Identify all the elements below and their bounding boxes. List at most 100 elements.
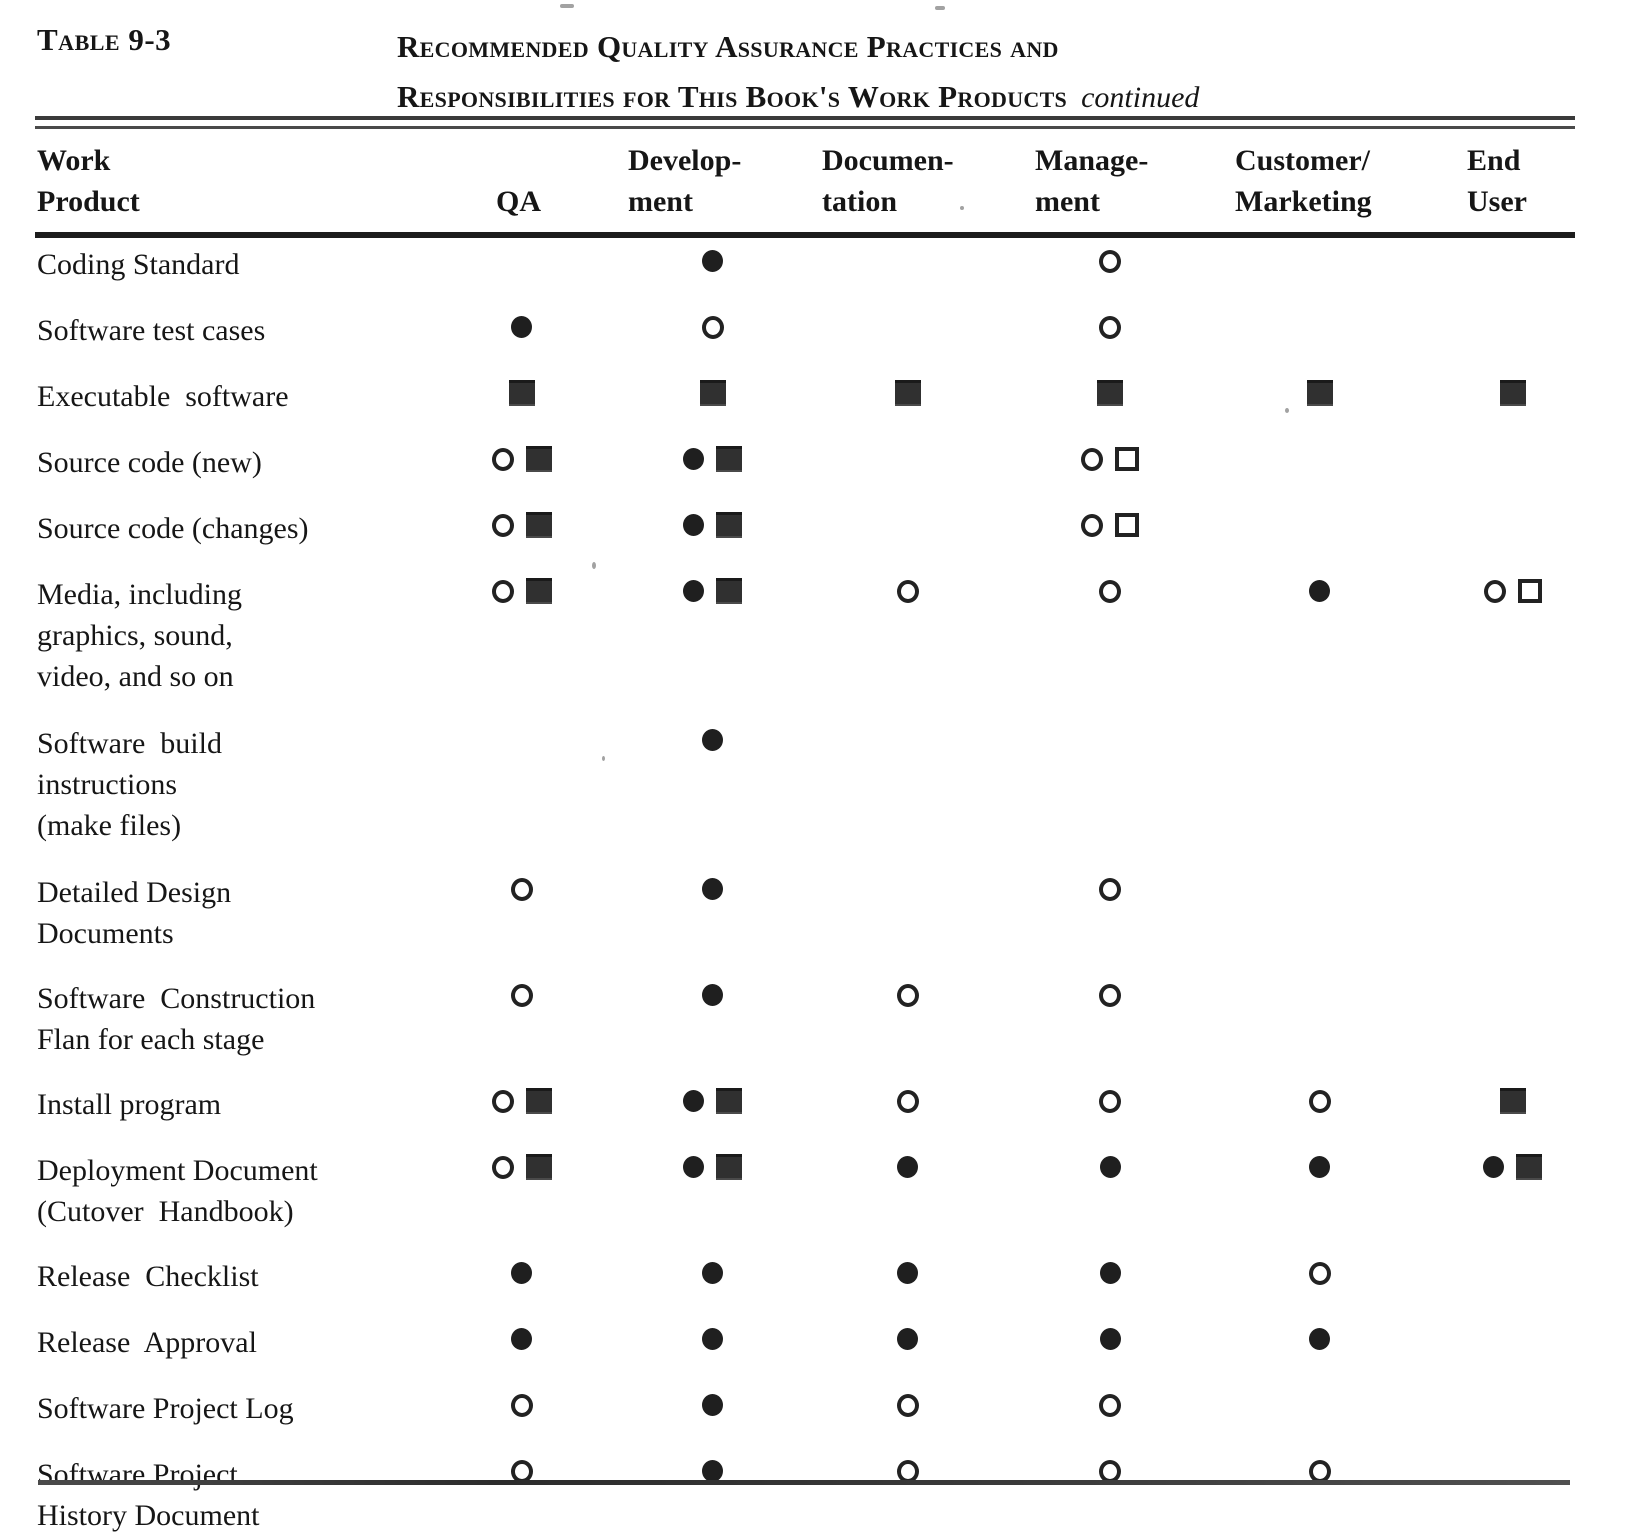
cell-management bbox=[1005, 235, 1215, 304]
table-row: Executable software bbox=[35, 370, 1575, 436]
cell-documentation bbox=[810, 568, 1005, 717]
cell-end-user bbox=[1450, 717, 1575, 866]
col-header-management: Manage- ment bbox=[1005, 122, 1215, 238]
cell-qa bbox=[440, 717, 615, 866]
cell-qa bbox=[440, 1382, 615, 1448]
cell-customer-marketing bbox=[1215, 1078, 1450, 1144]
work-product-label: Executable software bbox=[37, 380, 289, 413]
cell-end-user bbox=[1450, 1144, 1575, 1250]
col-header-development: Develop- ment bbox=[615, 122, 810, 238]
work-product-label: Software Project Log bbox=[37, 1392, 294, 1425]
col-header-qa: QA bbox=[440, 122, 615, 238]
cell-management bbox=[1005, 370, 1215, 436]
table-body: Coding Standard Software test cases Execut… bbox=[35, 235, 1575, 1538]
open-circle-icon bbox=[1308, 1261, 1331, 1285]
work-product-label: Detailed Design Documents bbox=[37, 876, 232, 950]
filled-square-icon bbox=[1499, 380, 1526, 406]
col-header-customer-marketing: Customer/ Marketing bbox=[1215, 122, 1450, 238]
filled-square-icon bbox=[1306, 380, 1333, 406]
cell-end-user bbox=[1450, 1316, 1575, 1382]
cell-development bbox=[615, 1382, 810, 1448]
filled-circle-icon bbox=[702, 1394, 723, 1416]
work-product-label: Software test cases bbox=[37, 314, 266, 347]
cell-end-user bbox=[1450, 1250, 1575, 1316]
cell-development bbox=[615, 717, 810, 866]
cell-management bbox=[1005, 1144, 1215, 1250]
cell-documentation bbox=[810, 304, 1005, 370]
work-product-label: Source code (changes) bbox=[37, 512, 309, 545]
filled-circle-icon bbox=[1309, 1156, 1330, 1178]
table-row: Release Approval bbox=[35, 1316, 1575, 1382]
cell-customer-marketing bbox=[1215, 972, 1450, 1078]
filled-square-icon bbox=[525, 1088, 552, 1114]
filled-circle-icon bbox=[683, 1156, 704, 1178]
cell-qa bbox=[440, 1448, 615, 1538]
open-circle-icon bbox=[1099, 249, 1121, 273]
work-product-label: Release Checklist bbox=[37, 1260, 259, 1293]
filled-circle-icon bbox=[683, 1090, 704, 1112]
cell-management bbox=[1005, 1448, 1215, 1538]
cell-development bbox=[615, 304, 810, 370]
cell-qa bbox=[440, 502, 615, 568]
filled-circle-icon bbox=[702, 1262, 723, 1284]
open-circle-icon bbox=[491, 1089, 514, 1113]
cell-end-user bbox=[1450, 1382, 1575, 1448]
filled-circle-icon bbox=[511, 316, 532, 338]
open-circle-icon bbox=[1308, 1089, 1331, 1113]
filled-circle-icon bbox=[702, 1460, 723, 1482]
cell-qa bbox=[440, 972, 615, 1078]
cell-documentation bbox=[810, 502, 1005, 568]
table-row: Release Checklist bbox=[35, 1250, 1575, 1316]
open-circle-icon bbox=[896, 1393, 919, 1417]
table-title: Recommended Quality Assurance Practices … bbox=[397, 22, 1199, 123]
col-header-documentation: Documen- tation bbox=[810, 122, 1005, 238]
filled-square-icon bbox=[894, 380, 921, 406]
cell-documentation bbox=[810, 717, 1005, 866]
cell-qa bbox=[440, 568, 615, 717]
cell-customer-marketing bbox=[1215, 436, 1450, 502]
cell-documentation bbox=[810, 1448, 1005, 1538]
cell-management bbox=[1005, 1250, 1215, 1316]
cell-customer-marketing bbox=[1215, 1250, 1450, 1316]
cell-qa bbox=[440, 436, 615, 502]
open-circle-icon bbox=[1099, 1089, 1121, 1113]
filled-circle-icon bbox=[1099, 1156, 1121, 1178]
open-circle-icon bbox=[491, 579, 514, 603]
filled-square-icon bbox=[716, 1088, 742, 1114]
filled-square-icon bbox=[716, 578, 742, 604]
cell-documentation bbox=[810, 436, 1005, 502]
table-label: Table 9-3 bbox=[37, 22, 172, 57]
filled-circle-icon bbox=[511, 1262, 532, 1284]
filled-square-icon bbox=[1516, 1154, 1542, 1180]
cell-management bbox=[1005, 866, 1215, 972]
table-row: Software test cases bbox=[35, 304, 1575, 370]
filled-circle-icon bbox=[702, 984, 723, 1006]
filled-circle-icon bbox=[702, 1328, 723, 1350]
table-row: Source code (changes) bbox=[35, 502, 1575, 568]
title-line1: Recommended Quality Assurance Practices … bbox=[397, 29, 1059, 64]
cell-development bbox=[615, 436, 810, 502]
open-square-icon bbox=[1517, 579, 1542, 603]
cell-qa bbox=[440, 304, 615, 370]
cell-management bbox=[1005, 717, 1215, 866]
qa-practices-table: Work Product QA Develop- ment Documen- t… bbox=[35, 122, 1575, 1538]
cell-qa bbox=[440, 370, 615, 436]
open-circle-icon bbox=[1099, 1393, 1121, 1417]
cell-end-user bbox=[1450, 866, 1575, 972]
cell-development bbox=[615, 1250, 810, 1316]
table-row: Software build instructions (make files) bbox=[35, 717, 1575, 866]
cell-qa bbox=[440, 866, 615, 972]
table-row: Detailed Design Documents bbox=[35, 866, 1575, 972]
scan-speck bbox=[592, 562, 596, 569]
filled-circle-icon bbox=[1309, 1328, 1330, 1350]
cell-management bbox=[1005, 304, 1215, 370]
open-circle-icon bbox=[1081, 513, 1103, 537]
cell-customer-marketing bbox=[1215, 1316, 1450, 1382]
cell-end-user bbox=[1450, 235, 1575, 304]
cell-development bbox=[615, 370, 810, 436]
cell-documentation bbox=[810, 866, 1005, 972]
open-circle-icon bbox=[896, 579, 919, 603]
cell-customer-marketing bbox=[1215, 1448, 1450, 1538]
filled-circle-icon bbox=[702, 729, 723, 751]
filled-square-icon bbox=[716, 446, 742, 472]
